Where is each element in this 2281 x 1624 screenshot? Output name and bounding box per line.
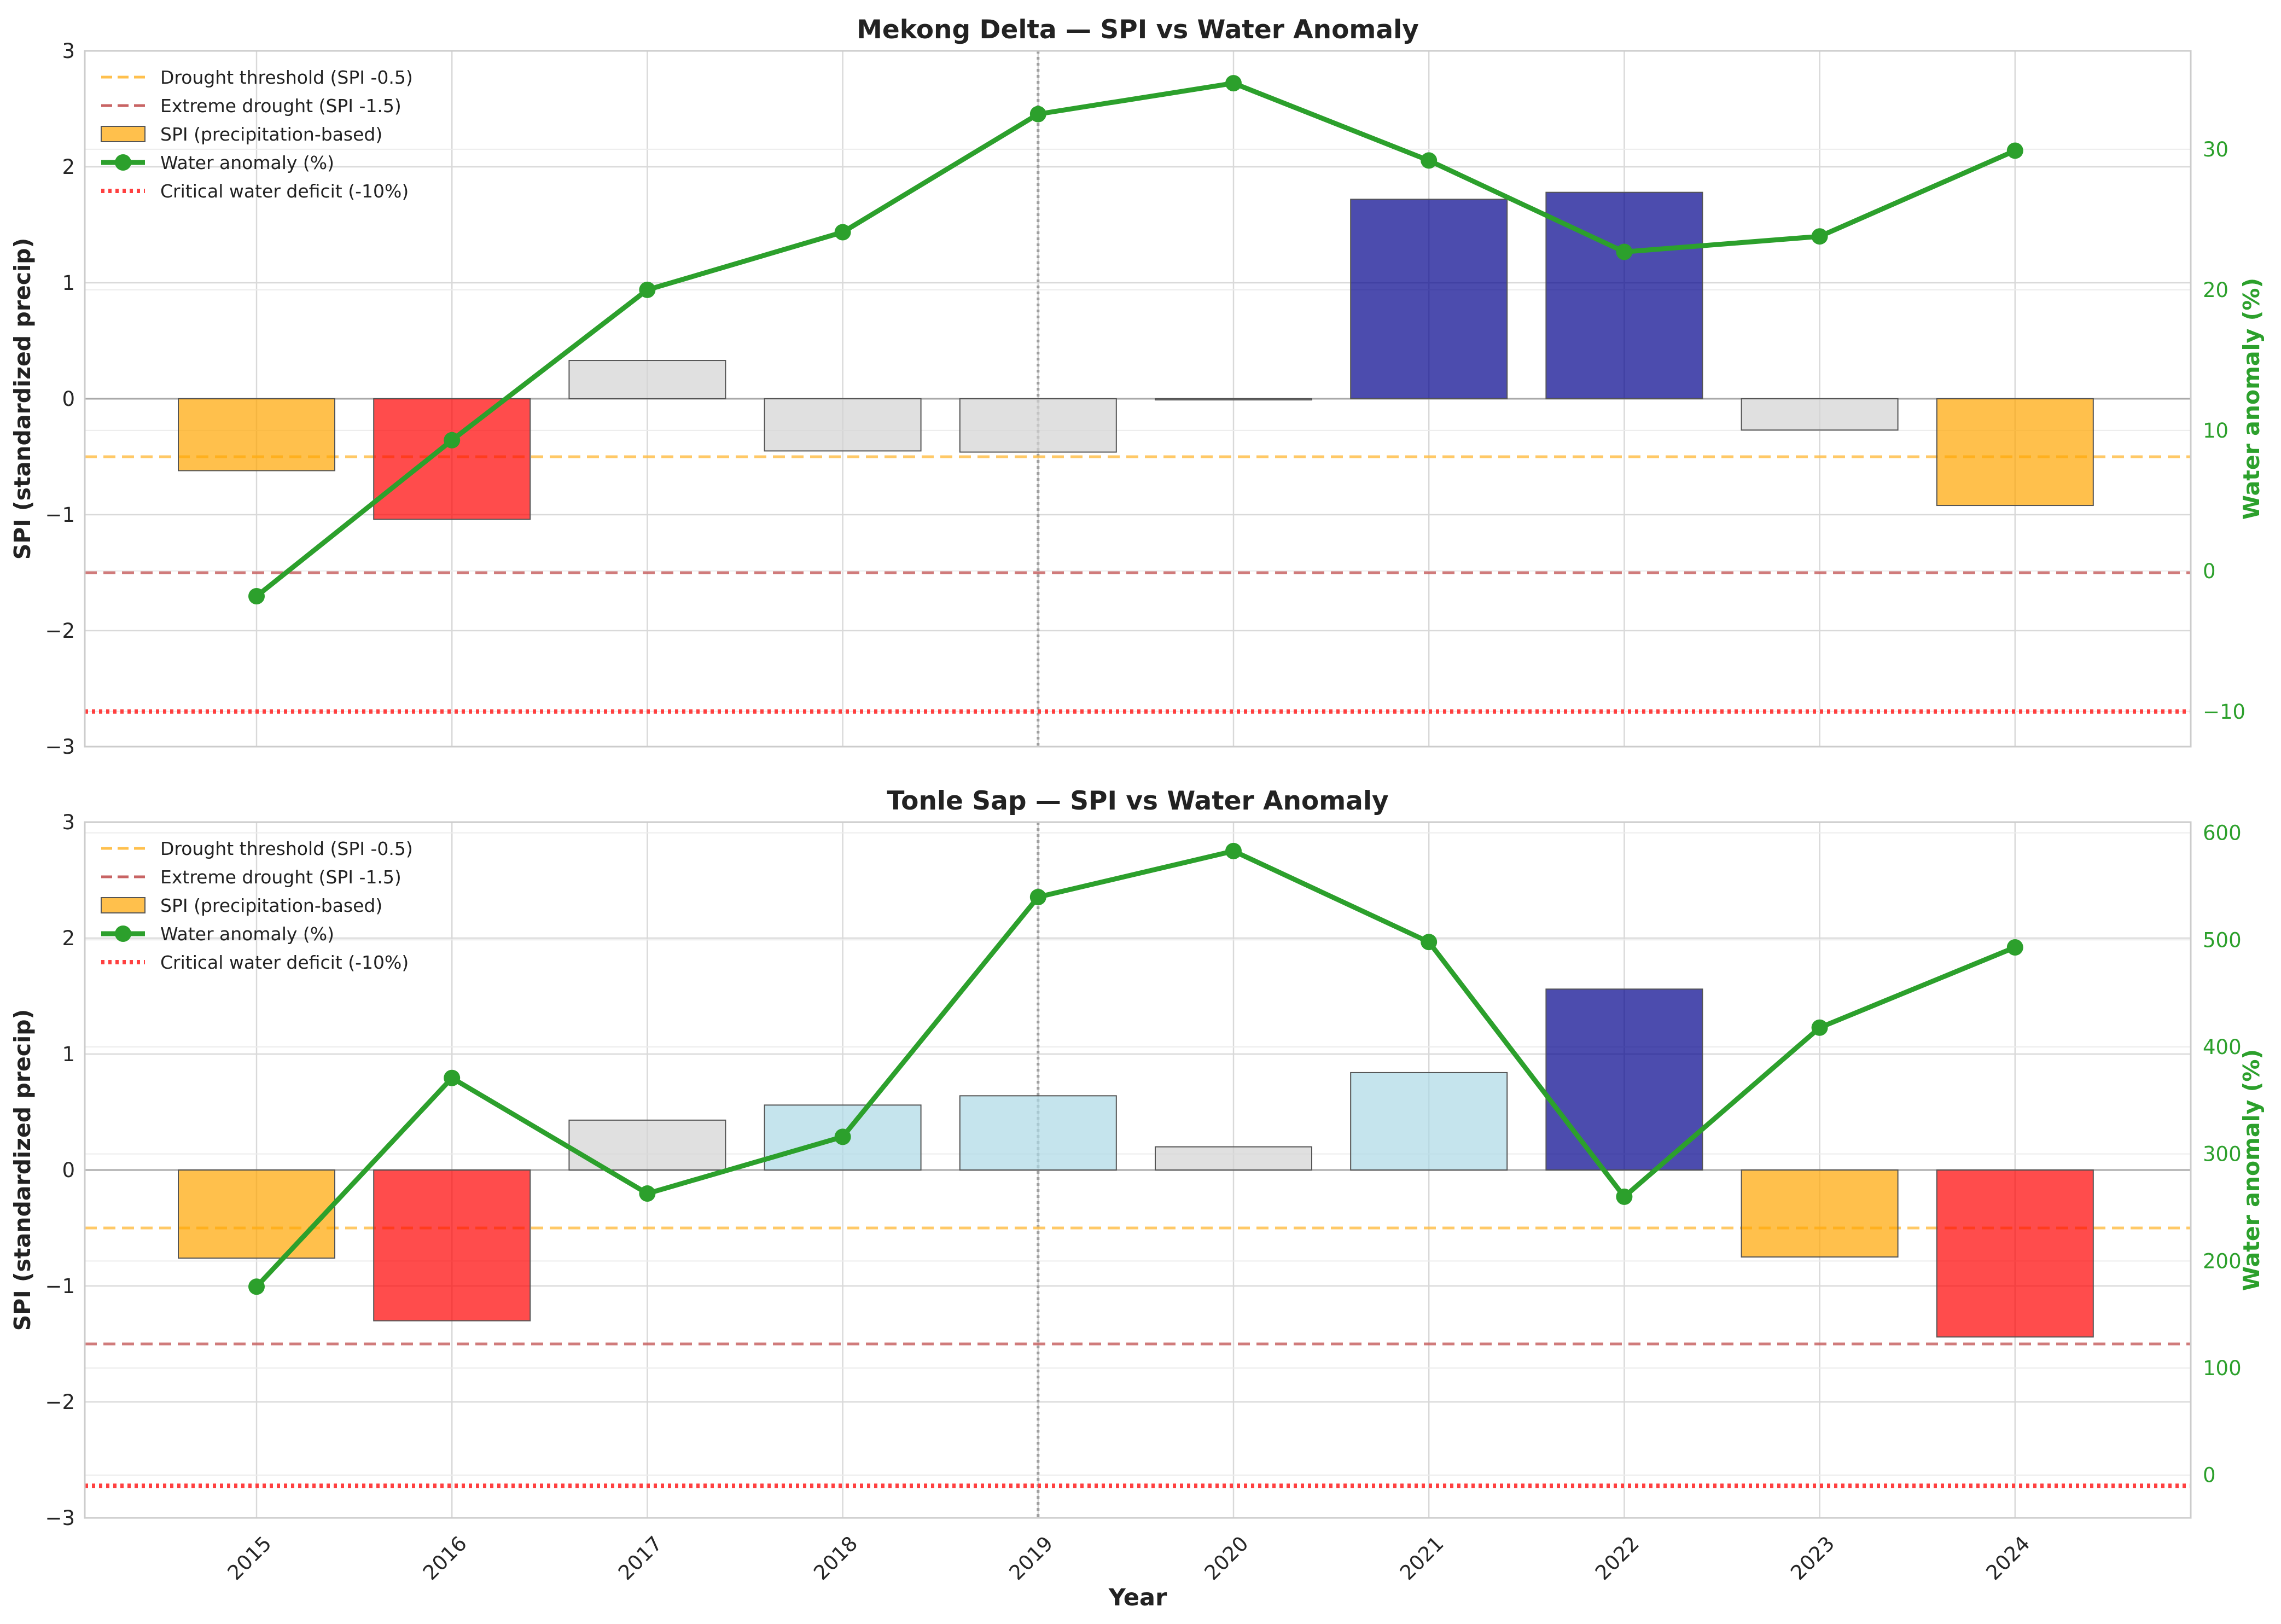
y-tick-label: −1 — [45, 503, 75, 527]
spi-bar — [373, 398, 531, 520]
plot-frame — [84, 821, 2192, 1519]
y2-tick-label: 0 — [2203, 560, 2216, 583]
chart-panel-2: −3 −2 −1 0 1 2 3 0 100 200 300 400 500 600 Tonle Sap —… — [9, 786, 2265, 1611]
legend-entry: Critical water deficit (-10%) — [160, 181, 409, 202]
spi-bar — [959, 398, 1117, 453]
y2-tick-label: 600 — [2203, 822, 2242, 845]
spi-bar — [568, 360, 726, 399]
spi-bar — [959, 1095, 1117, 1171]
spi-bar — [1741, 1169, 1899, 1258]
y-axis-label: SPI (standardized precip) — [9, 1009, 36, 1331]
water-anomaly-point — [1616, 1188, 1633, 1205]
water-anomaly-point — [1616, 243, 1633, 260]
y2-tick-label: 300 — [2203, 1143, 2242, 1166]
spi-bar — [373, 1169, 531, 1322]
water-anomaly-point — [1225, 75, 1242, 92]
legend-entry: Drought threshold (SPI -0.5) — [160, 67, 413, 88]
water-anomaly-point — [2006, 939, 2023, 956]
y2-tick-label: 100 — [2203, 1357, 2242, 1380]
water-anomaly-point — [1029, 888, 1046, 905]
water-anomaly-point — [1029, 106, 1046, 123]
water-anomaly-point — [444, 1069, 461, 1086]
y2-axis-label: Water anomaly (%) — [2238, 1049, 2265, 1291]
legend-swatch — [101, 126, 146, 142]
water-anomaly-point — [1421, 934, 1438, 951]
y2-tick-label: 0 — [2203, 1464, 2216, 1487]
legend-entry: Extreme drought (SPI -1.5) — [160, 95, 401, 117]
spi-bar — [1936, 1169, 2094, 1338]
water-anomaly-point — [834, 1128, 851, 1145]
legend-swatch-marker — [115, 154, 131, 171]
y2-axis-label: Water anomaly (%) — [2238, 278, 2265, 520]
y2-tick-label: 20 — [2203, 278, 2228, 302]
legend-entry: Drought threshold (SPI -0.5) — [160, 838, 413, 859]
spi-bar — [1545, 988, 1703, 1171]
spi-bar — [178, 1169, 335, 1259]
x-axis-label: Year — [1108, 1584, 1167, 1611]
y-tick-label: −2 — [45, 619, 75, 643]
y-tick-label: −2 — [45, 1390, 75, 1414]
spi-bar — [1936, 398, 2094, 507]
y-tick-label: 0 — [62, 1159, 75, 1182]
y-tick-label: 1 — [62, 271, 75, 295]
y-tick-label: 1 — [62, 1043, 75, 1066]
y-tick-label: 0 — [62, 387, 75, 411]
water-anomaly-line — [255, 80, 2016, 598]
y2-tick-label: 10 — [2203, 419, 2228, 443]
water-anomaly-point — [639, 281, 656, 298]
water-anomaly-point — [1811, 228, 1828, 245]
legend-entry: SPI (precipitation-based) — [160, 124, 382, 145]
water-anomaly-line — [254, 848, 2016, 1289]
chart-title: Mekong Delta — SPI vs Water Anomaly — [857, 15, 1419, 45]
plot-frame — [84, 50, 2192, 748]
water-anomaly-point — [1811, 1019, 1828, 1036]
spi-bar — [764, 398, 922, 452]
y2-tick-label: 500 — [2203, 928, 2242, 952]
y-axis-label: SPI (standardized precip) — [9, 238, 36, 560]
spi-bar — [1350, 199, 1508, 399]
spi-bar — [1155, 398, 1312, 401]
y-tick-label: −3 — [45, 1506, 75, 1530]
water-anomaly-point — [444, 432, 461, 449]
water-anomaly-point — [2006, 142, 2023, 159]
water-anomaly-point — [834, 224, 851, 241]
legend-entry: Critical water deficit (-10%) — [160, 952, 409, 973]
y2-tick-label: 200 — [2203, 1249, 2242, 1273]
legend-entry: Water anomaly (%) — [160, 923, 334, 945]
legend-entry: SPI (precipitation-based) — [160, 895, 382, 916]
y-tick-label: −1 — [45, 1274, 75, 1298]
y2-tick-label: 400 — [2203, 1035, 2242, 1059]
y-tick-label: 3 — [62, 39, 75, 63]
spi-bar — [1155, 1146, 1312, 1171]
spi-bar — [1545, 191, 1703, 399]
legend-swatch-marker — [115, 925, 131, 942]
water-anomaly-point — [248, 1278, 265, 1295]
legend-swatch — [101, 897, 146, 913]
water-anomaly-point — [248, 588, 265, 605]
chart-title: Tonle Sap — SPI vs Water Anomaly — [887, 786, 1388, 816]
y2-tick-label: 30 — [2203, 138, 2228, 161]
legend-entry: Water anomaly (%) — [160, 152, 334, 173]
water-anomaly-point — [1421, 152, 1438, 169]
legend-entry: Extreme drought (SPI -1.5) — [160, 866, 401, 888]
y-tick-label: −3 — [45, 735, 75, 759]
spi-bar — [178, 398, 335, 472]
y-tick-label: 2 — [62, 155, 75, 179]
water-anomaly-point — [639, 1185, 656, 1202]
water-anomaly-point — [1225, 842, 1242, 859]
y2-tick-label: −10 — [2203, 700, 2245, 724]
y-tick-label: 3 — [62, 811, 75, 834]
spi-bar — [1350, 1072, 1508, 1171]
y-tick-label: 2 — [62, 927, 75, 950]
spi-bar — [1741, 398, 1899, 431]
